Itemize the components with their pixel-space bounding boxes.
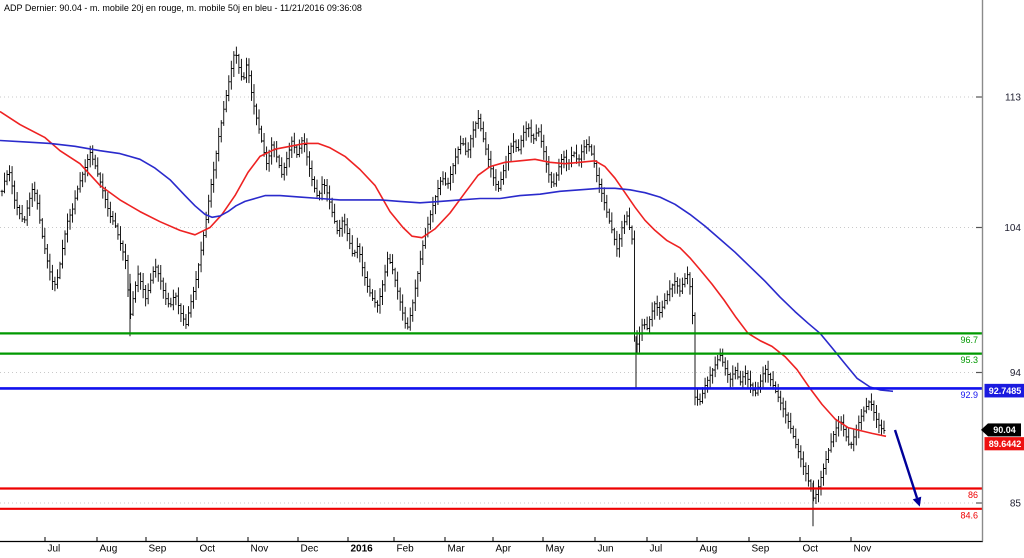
- x-axis-tick-label: Feb: [397, 544, 415, 555]
- chart-title: ADP Dernier: 90.04 - m. mobile 20j en ro…: [4, 3, 362, 13]
- x-axis-tick-label: 2016: [351, 544, 374, 555]
- moving-averages-layer: [0, 110, 894, 438]
- x-axis-tick-label: Mar: [448, 544, 466, 555]
- ma50-value-badge-label: 92.7485: [989, 386, 1022, 396]
- x-axis-tick-label: Apr: [496, 544, 512, 555]
- level-lines-layer: 96.7 95.3 92.9 86 84.6: [0, 332, 982, 520]
- badges-layer: 92.7485 90.04 89.6442: [981, 383, 1024, 451]
- level-label: 95.3: [960, 355, 978, 365]
- y-axis-tick-label: 104: [1004, 223, 1021, 234]
- annotation-layer: [893, 429, 922, 507]
- x-axis-tick-label: Sep: [752, 544, 770, 555]
- x-axis-tick-label: Nov: [251, 544, 269, 555]
- last-price-badge-pointer: [981, 423, 988, 437]
- price-bars: [0, 46, 886, 527]
- trend-arrow-shaft: [893, 429, 919, 499]
- ma20-line: [0, 110, 887, 438]
- trend-arrow-head: [912, 496, 922, 507]
- y-axis-tick-label: 113: [1005, 93, 1021, 104]
- x-axis-tick-label: Aug: [700, 544, 718, 555]
- level-label: 92.9: [960, 390, 978, 400]
- x-axis-tick-label: May: [546, 544, 565, 555]
- y-axis-tick-label: 85: [1010, 499, 1022, 510]
- level-label: 86: [968, 490, 978, 500]
- x-axis-tick-label: Oct: [803, 544, 819, 555]
- level-label: 96.7: [960, 335, 978, 345]
- x-axis-tick-label: Oct: [200, 544, 216, 555]
- x-axis-tick-label: Nov: [854, 544, 872, 555]
- x-axis-tick-label: Jul: [650, 544, 663, 555]
- last-price-badge-label: 90.04: [993, 425, 1016, 435]
- level-label: 84.6: [960, 510, 978, 520]
- last-price-badge: [988, 423, 1021, 437]
- x-axis-tick-label: Sep: [149, 544, 167, 555]
- x-axis-tick-label: Aug: [100, 544, 118, 555]
- x-axis-tick-label: Jul: [48, 544, 61, 555]
- ma20-value-badge-label: 89.6442: [989, 439, 1022, 449]
- ma50-line: [0, 139, 894, 393]
- x-axis-tick-label: Jun: [598, 544, 614, 555]
- ma20-value-badge: [984, 437, 1024, 451]
- ma50-value-badge: [984, 383, 1024, 398]
- x-axis-tick-label: Dec: [301, 544, 319, 555]
- price-bars-layer: [0, 46, 886, 527]
- y-axis-tick-label: 94: [1010, 368, 1022, 379]
